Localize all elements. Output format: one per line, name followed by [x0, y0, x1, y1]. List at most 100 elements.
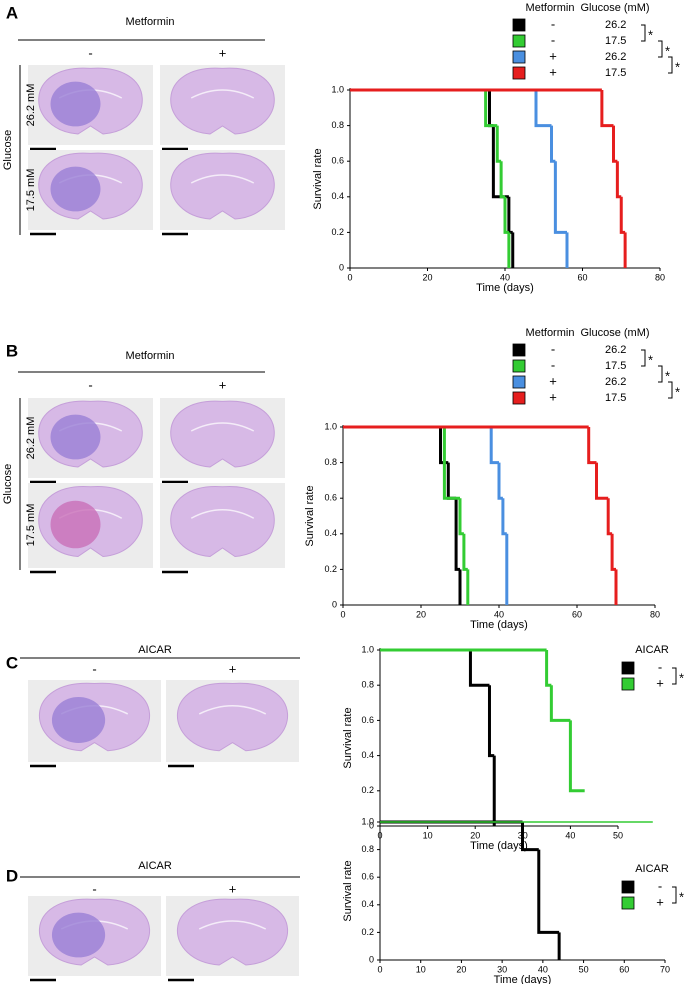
survival-step — [487, 685, 495, 758]
y-tick-label: 1.0 — [361, 816, 374, 826]
legend-label: + — [656, 894, 664, 909]
legend-header: AICAR — [635, 644, 669, 656]
tumor — [50, 414, 101, 460]
legend-swatch — [621, 661, 635, 675]
y-tick-label: 0.4 — [324, 528, 337, 538]
y-tick-label: 0 — [339, 262, 344, 272]
treatment-label: AICAR — [138, 860, 172, 872]
x-tick-label: 60 — [577, 272, 587, 282]
ventricle — [198, 920, 267, 930]
survival-step — [458, 498, 464, 536]
tumor — [51, 697, 106, 743]
plus-label: + — [219, 45, 227, 60]
legend-label: - — [658, 659, 662, 674]
brain-section — [170, 67, 275, 135]
y-tick-label: 0.2 — [361, 785, 374, 795]
y-tick-label: 0 — [332, 599, 337, 609]
tumor — [50, 166, 101, 212]
survival-step — [507, 196, 513, 234]
significance-mark: * — [648, 27, 653, 42]
minus-label: - — [92, 881, 96, 896]
y-tick-label: 1.0 — [361, 644, 374, 654]
survival-step — [587, 427, 597, 465]
y-tick-label: 0.6 — [331, 156, 344, 166]
y-tick-label: 0.8 — [361, 680, 374, 690]
significance-bracket — [641, 24, 646, 42]
plus-label: + — [229, 661, 237, 676]
survival-step — [521, 822, 539, 852]
significance-mark: * — [679, 670, 684, 685]
survival-step — [488, 90, 494, 128]
row-group-label: Glucose — [2, 464, 14, 504]
brain-section — [170, 152, 275, 220]
legend-label: - — [551, 16, 555, 31]
significance-bracket — [672, 667, 677, 685]
survival-step — [499, 161, 505, 199]
survival-step — [495, 125, 502, 163]
survival-step — [446, 462, 457, 500]
row-label: 17.5 mM — [25, 169, 37, 212]
minus-label: - — [88, 45, 92, 60]
y-axis-title: Survival rate — [304, 485, 316, 546]
survival-step — [550, 125, 556, 163]
x-tick-label: 80 — [655, 272, 665, 282]
brain-section — [176, 683, 289, 752]
survival-step — [534, 90, 552, 128]
legend-label: - — [658, 878, 662, 893]
brain-section — [170, 486, 275, 558]
treatment-label: Metformin — [126, 350, 175, 362]
x-tick-label: 20 — [470, 830, 480, 840]
minus-label: - — [92, 661, 96, 676]
significance-mark: * — [675, 384, 680, 399]
significance-bracket — [658, 365, 663, 383]
survival-step — [610, 533, 616, 571]
x-tick-label: 80 — [650, 609, 660, 619]
y-tick-label: 0.4 — [361, 899, 374, 909]
legend-swatch — [512, 359, 526, 373]
x-tick-label: 40 — [565, 830, 575, 840]
y-axis-title: Survival rate — [342, 707, 354, 768]
treatment-label: Metformin — [126, 16, 175, 28]
legend-glucose: 26.2 — [605, 344, 626, 356]
survival-step — [600, 90, 614, 128]
survival-step — [501, 498, 507, 536]
x-tick-label: 20 — [422, 272, 432, 282]
ventricle — [198, 705, 267, 715]
ventricle — [190, 422, 255, 432]
legend-label: + — [656, 675, 664, 690]
x-tick-label: 60 — [619, 964, 629, 974]
legend-label: + — [549, 373, 557, 388]
legend-swatch — [621, 896, 635, 910]
y-tick-label: 0.8 — [324, 457, 337, 467]
y-axis-title: Survival rate — [342, 860, 354, 921]
x-tick-label: 40 — [494, 609, 504, 619]
x-tick-label: 20 — [456, 964, 466, 974]
legend-swatch — [512, 391, 526, 405]
y-tick-label: 0.2 — [324, 564, 337, 574]
legend-header: Metformin — [526, 2, 575, 14]
significance-bracket — [668, 381, 673, 399]
x-tick-label: 0 — [340, 609, 345, 619]
row-label: 26.2 mM — [25, 417, 37, 460]
plus-label: + — [219, 377, 227, 392]
legend-swatch — [621, 880, 635, 894]
brain-section — [176, 898, 289, 966]
legend-header: AICAR — [635, 863, 669, 875]
x-axis-title: Time (days) — [494, 974, 552, 984]
x-tick-label: 60 — [572, 609, 582, 619]
legend-glucose: 26.2 — [605, 376, 626, 388]
tumor — [50, 500, 101, 549]
x-tick-label: 40 — [538, 964, 548, 974]
x-tick-label: 20 — [416, 609, 426, 619]
y-tick-label: 1.0 — [324, 421, 337, 431]
legend-swatch — [512, 18, 526, 32]
y-tick-label: 0 — [369, 954, 374, 964]
x-tick-label: 50 — [613, 830, 623, 840]
legend-glucose: 17.5 — [605, 392, 626, 404]
ventricle — [190, 89, 255, 99]
plus-label: + — [229, 881, 237, 896]
significance-mark: * — [665, 43, 670, 58]
panel-label: A — [6, 3, 18, 22]
legend-swatch — [512, 375, 526, 389]
